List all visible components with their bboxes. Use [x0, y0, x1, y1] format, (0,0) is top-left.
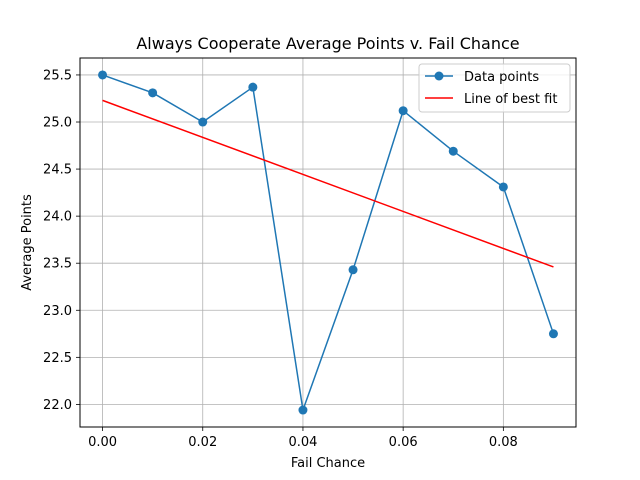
legend-label-data-points: Data points [464, 70, 539, 85]
data-point-marker [398, 106, 408, 116]
plot-frame [79, 57, 577, 428]
legend-box [418, 63, 571, 113]
plot-series [98, 70, 558, 415]
x-tick-label: 0.08 [489, 435, 518, 450]
data-point-marker [348, 265, 358, 275]
x-axis-label: Fail Chance [291, 456, 365, 471]
y-tick-label: 24.0 [43, 210, 72, 225]
x-tick-label: 0.06 [389, 435, 418, 450]
data-points-line [102, 74, 555, 411]
y-tick-label: 24.5 [43, 163, 72, 178]
legend-label-best-fit: Line of best fit [464, 92, 557, 107]
y-tick-label: 25.5 [43, 68, 72, 83]
best-fit-line [102, 99, 554, 268]
grid [80, 58, 576, 427]
legend-marker-data-points [434, 71, 444, 81]
legend: Data points Line of best fit [418, 63, 571, 113]
x-tick-label: 0.00 [88, 435, 117, 450]
y-tick-label: 22.0 [43, 398, 72, 413]
chart-title: Always Cooperate Average Points v. Fail … [136, 34, 519, 53]
data-point-marker [298, 405, 308, 415]
x-tick-label: 0.04 [288, 435, 317, 450]
y-axis-label: Average Points [20, 194, 35, 291]
data-point-marker [248, 82, 258, 92]
data-point-marker [448, 146, 458, 156]
y-tick-label: 23.0 [43, 304, 72, 319]
y-tick-label: 23.5 [43, 257, 72, 272]
data-point-marker [198, 117, 208, 127]
axis-ticks: 0.00 0.02 0.04 0.06 0.08 22.0 22.5 23.0 23.5 24.0… [43, 68, 518, 450]
data-point-marker [498, 182, 508, 192]
data-point-marker [548, 329, 558, 339]
y-tick-label: 25.0 [43, 116, 72, 131]
x-tick-label: 0.02 [188, 435, 217, 450]
y-tick-label: 22.5 [43, 351, 72, 366]
data-point-marker [98, 70, 108, 80]
data-point-marker [148, 88, 158, 98]
